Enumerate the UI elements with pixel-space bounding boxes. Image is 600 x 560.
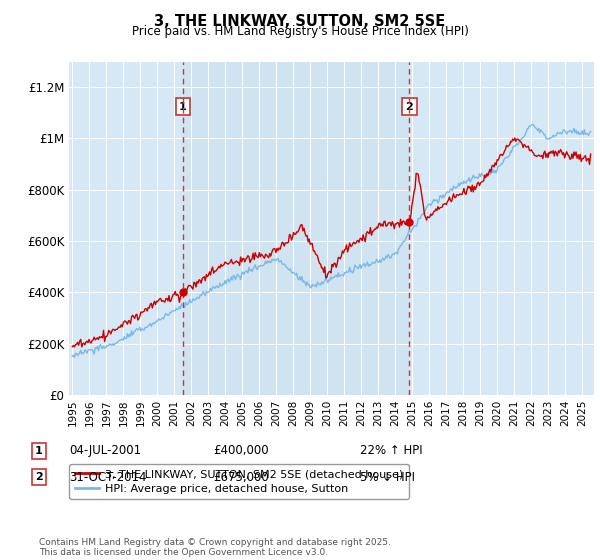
Text: 31-OCT-2014: 31-OCT-2014 bbox=[69, 470, 146, 484]
Text: 2: 2 bbox=[35, 472, 43, 482]
Text: 04-JUL-2001: 04-JUL-2001 bbox=[69, 444, 141, 458]
Text: Contains HM Land Registry data © Crown copyright and database right 2025.
This d: Contains HM Land Registry data © Crown c… bbox=[39, 538, 391, 557]
Text: 5% ↓ HPI: 5% ↓ HPI bbox=[360, 470, 415, 484]
Text: 1: 1 bbox=[179, 101, 187, 111]
Text: £400,000: £400,000 bbox=[213, 444, 269, 458]
Text: £675,000: £675,000 bbox=[213, 470, 269, 484]
Bar bbox=[183, 62, 409, 395]
Text: 1: 1 bbox=[35, 446, 43, 456]
Legend: 3, THE LINKWAY, SUTTON, SM2 5SE (detached house), HPI: Average price, detached h: 3, THE LINKWAY, SUTTON, SM2 5SE (detache… bbox=[70, 464, 409, 499]
Text: 2: 2 bbox=[406, 101, 413, 111]
Text: 3, THE LINKWAY, SUTTON, SM2 5SE: 3, THE LINKWAY, SUTTON, SM2 5SE bbox=[154, 14, 446, 29]
Text: 22% ↑ HPI: 22% ↑ HPI bbox=[360, 444, 422, 458]
Text: Price paid vs. HM Land Registry's House Price Index (HPI): Price paid vs. HM Land Registry's House … bbox=[131, 25, 469, 38]
